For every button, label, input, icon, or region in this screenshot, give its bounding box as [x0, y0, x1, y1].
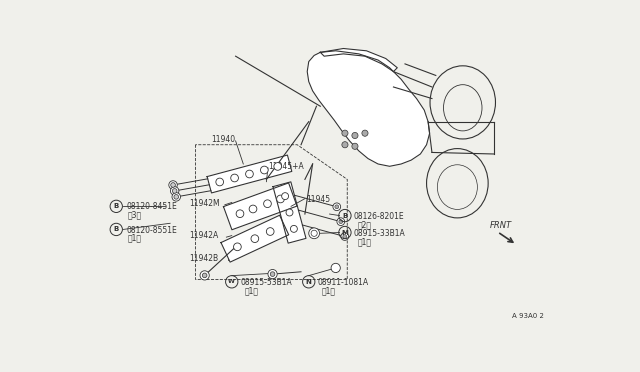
Circle shape	[249, 205, 257, 213]
Circle shape	[264, 200, 271, 208]
Text: 08915-53B1A: 08915-53B1A	[241, 278, 292, 287]
Circle shape	[200, 271, 209, 280]
Text: （2）: （2）	[357, 220, 371, 229]
Circle shape	[172, 193, 180, 201]
Text: B: B	[342, 212, 348, 219]
Text: 11945: 11945	[307, 195, 331, 204]
Circle shape	[291, 225, 298, 232]
Text: 11942B: 11942B	[189, 254, 218, 263]
Circle shape	[343, 235, 347, 238]
Circle shape	[342, 142, 348, 148]
Circle shape	[342, 130, 348, 136]
Circle shape	[172, 189, 177, 193]
Text: （3）: （3）	[128, 210, 142, 219]
Circle shape	[333, 203, 340, 211]
Text: 08120-8451E: 08120-8451E	[126, 202, 177, 212]
Polygon shape	[273, 182, 306, 243]
Polygon shape	[207, 155, 292, 193]
Circle shape	[308, 228, 319, 239]
Text: 08126-8201E: 08126-8201E	[353, 212, 404, 221]
Text: FRNT: FRNT	[490, 221, 512, 230]
Circle shape	[171, 183, 175, 187]
Polygon shape	[307, 51, 429, 166]
Circle shape	[174, 195, 179, 199]
Circle shape	[260, 166, 268, 174]
Circle shape	[337, 218, 344, 225]
Text: B: B	[114, 203, 119, 209]
Circle shape	[311, 230, 317, 236]
Circle shape	[251, 235, 259, 243]
Circle shape	[231, 174, 239, 182]
Circle shape	[270, 272, 275, 276]
Circle shape	[216, 178, 223, 186]
Circle shape	[362, 130, 368, 136]
Text: 11942M: 11942M	[189, 199, 220, 208]
Circle shape	[234, 243, 241, 251]
Circle shape	[268, 269, 277, 279]
Text: （1）: （1）	[245, 286, 259, 295]
Text: N: N	[306, 279, 312, 285]
Circle shape	[286, 209, 293, 216]
Text: 11942A: 11942A	[189, 231, 219, 240]
Circle shape	[331, 263, 340, 273]
Text: A 93A0 2: A 93A0 2	[512, 313, 543, 319]
Circle shape	[169, 181, 177, 189]
Circle shape	[339, 220, 342, 224]
Text: W: W	[228, 279, 235, 284]
Circle shape	[282, 193, 289, 200]
Polygon shape	[223, 183, 297, 230]
Circle shape	[335, 205, 339, 209]
Circle shape	[352, 132, 358, 139]
Text: M: M	[342, 230, 348, 235]
Circle shape	[352, 143, 358, 150]
Text: 08915-33B1A: 08915-33B1A	[353, 229, 405, 238]
Text: 11940: 11940	[211, 135, 235, 144]
Polygon shape	[221, 215, 289, 262]
Text: 08911-1081A: 08911-1081A	[318, 278, 369, 287]
Text: （1）: （1）	[322, 286, 336, 295]
Circle shape	[202, 273, 207, 278]
Circle shape	[274, 163, 282, 170]
Text: 08120-8551E: 08120-8551E	[126, 225, 177, 235]
Text: （1）: （1）	[128, 233, 142, 242]
Polygon shape	[320, 48, 397, 71]
Circle shape	[266, 228, 274, 235]
Circle shape	[276, 195, 284, 203]
Text: （1）: （1）	[357, 237, 371, 246]
Circle shape	[236, 210, 244, 218]
Circle shape	[341, 232, 349, 240]
Text: 11945+A: 11945+A	[268, 162, 304, 171]
Circle shape	[246, 170, 253, 178]
Text: B: B	[114, 227, 119, 232]
Circle shape	[170, 187, 179, 195]
